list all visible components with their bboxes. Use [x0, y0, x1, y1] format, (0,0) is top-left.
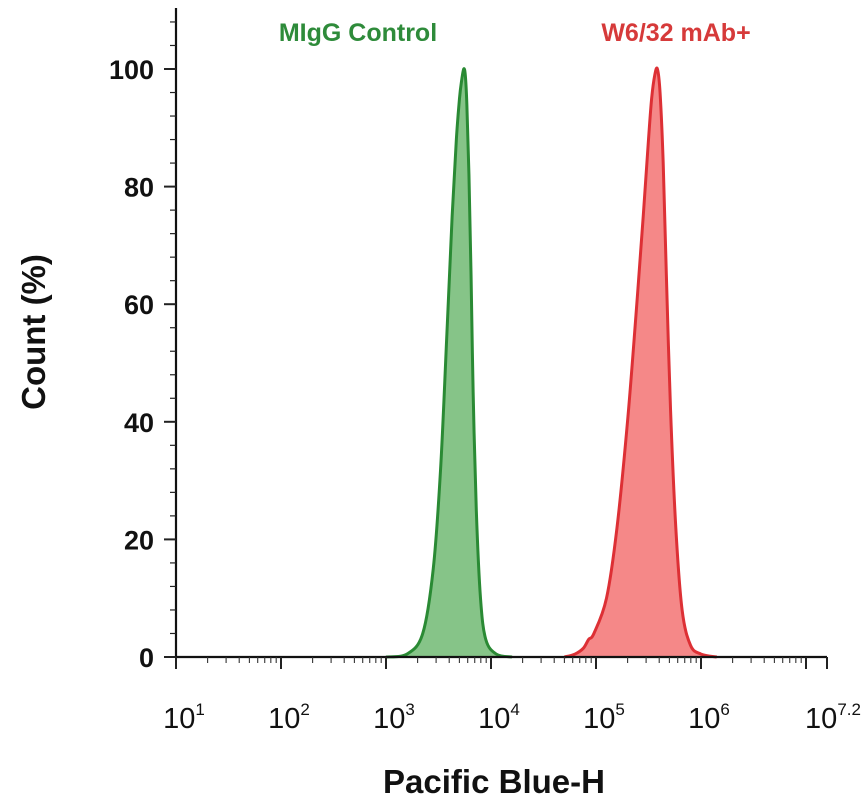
x-tick-label: 104 — [478, 700, 520, 735]
x-tick-label: 103 — [373, 700, 415, 735]
area-migg-control — [386, 68, 512, 657]
y-tick-label: 40 — [124, 408, 154, 438]
y-tick-layer: 0 20 40 60 80 100 — [109, 21, 176, 673]
x-tick-label: 107.2 — [805, 700, 861, 735]
axes-layer — [174, 8, 827, 659]
x-axis-title: Pacific Blue-H — [383, 763, 605, 800]
y-tick-label: 60 — [124, 290, 154, 320]
y-axis-title: Count (%) — [15, 254, 52, 410]
series-label-w632-mab: W6/32 mAb+ — [601, 19, 750, 47]
series-layer — [385, 66, 718, 659]
y-tick-label: 100 — [109, 55, 154, 85]
area-w6-32-mab — [564, 67, 717, 657]
x-tick-label: 106 — [688, 700, 730, 735]
x-tick-layer: 101 102 103 104 105 106 107.2 — [163, 657, 861, 735]
line-migg-control — [385, 67, 513, 659]
y-tick-label: 0 — [139, 643, 154, 673]
series-label-migg-control: MIgG Control — [279, 19, 437, 47]
x-tick-label: 102 — [268, 700, 310, 735]
y-tick-label: 80 — [124, 173, 154, 203]
x-tick-label: 101 — [163, 700, 205, 735]
y-tick-label: 20 — [124, 525, 154, 555]
x-tick-label: 105 — [583, 700, 625, 735]
line-w6-32-mab — [564, 66, 718, 659]
